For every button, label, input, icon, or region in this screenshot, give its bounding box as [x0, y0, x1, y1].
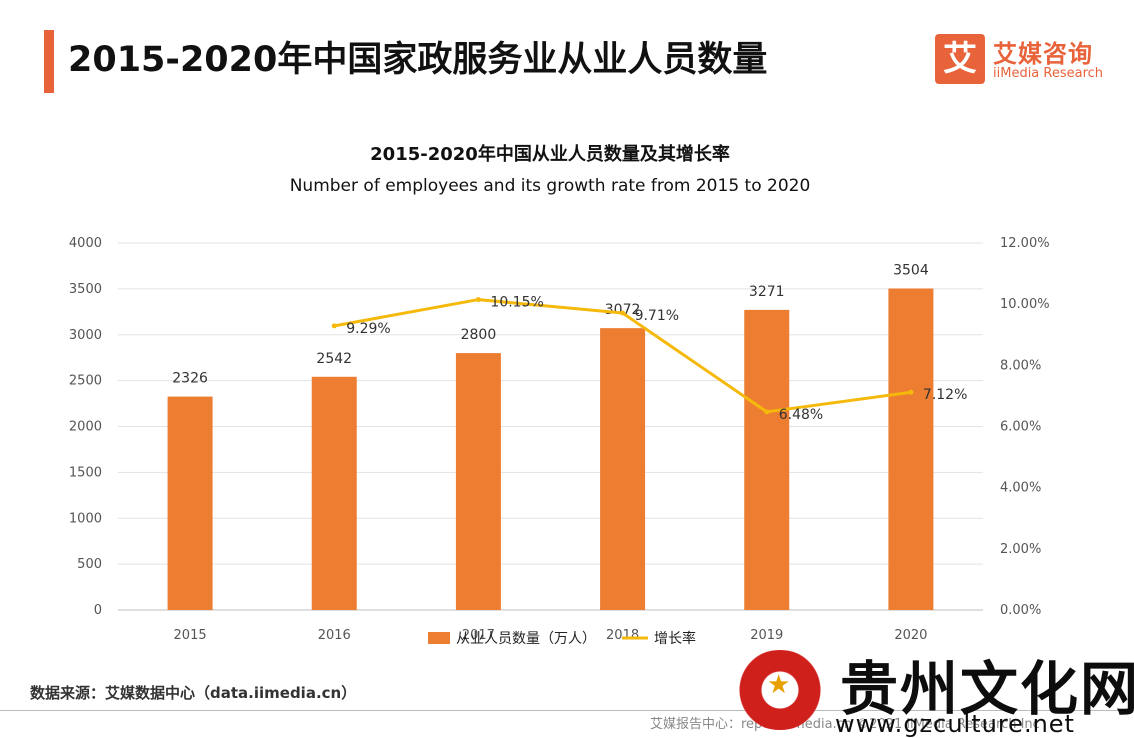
- y2-tick-label: 6.00%: [1000, 420, 1041, 435]
- bar: [455, 353, 501, 610]
- y-tick-label: 2000: [69, 420, 102, 435]
- x-tick-label: 2017: [462, 628, 495, 643]
- y-tick-label: 500: [77, 557, 102, 572]
- watermark-emblem-icon: [735, 650, 825, 730]
- bar-value-label: 2542: [316, 351, 352, 367]
- y-tick-label: 3500: [69, 282, 102, 297]
- chart-title: 2015-2020年中国从业人员数量及其增长率: [370, 144, 730, 165]
- growth-rate-point: [908, 389, 914, 395]
- title-accent-bar: [44, 30, 54, 93]
- chart-subtitle: Number of employees and its growth rate …: [289, 176, 811, 196]
- x-tick-label: 2020: [894, 628, 927, 643]
- brand-logo-icon: 艾: [935, 34, 985, 84]
- watermark-name: 贵州文化网: [840, 655, 1134, 723]
- y-tick-label: 2500: [69, 374, 102, 389]
- growth-rate-point: [620, 310, 626, 316]
- bar-value-label: 3271: [749, 284, 785, 300]
- y2-tick-label: 0.00%: [1000, 603, 1041, 618]
- y2-tick-label: 8.00%: [1000, 358, 1041, 373]
- x-tick-label: 2015: [174, 628, 207, 643]
- growth-rate-point: [764, 409, 770, 415]
- growth-rate-point: [331, 323, 337, 329]
- y2-tick-label: 2.00%: [1000, 542, 1041, 557]
- watermark: ★ 贵州文化网 www.gzculture.net: [735, 640, 1134, 738]
- brand-name-cn: 艾媒咨询: [993, 40, 1093, 68]
- y2-tick-label: 12.00%: [1000, 236, 1050, 251]
- x-tick-label: 2018: [606, 628, 639, 643]
- footer-text: 艾媒报告中心：report.iimedia.cn ©2021 iiMedia R…: [650, 717, 1040, 732]
- bar: [744, 309, 790, 610]
- growth-rate-label: 9.29%: [346, 321, 390, 337]
- bar: [311, 376, 357, 610]
- employees-growth-chart: 0 500 1000 1500 2000 2500 3000 3500 4000 0.00% 2.0…: [69, 236, 1050, 647]
- growth-rate-label: 10.15%: [490, 295, 543, 311]
- growth-rate-point: [475, 297, 481, 303]
- growth-rate-label: 6.48%: [779, 407, 823, 423]
- legend-bar-swatch: [428, 632, 450, 644]
- brand-name-en: iiMedia Research: [993, 66, 1104, 81]
- x-tick-label: 2016: [318, 628, 351, 643]
- growth-rate-label: 7.12%: [923, 387, 967, 403]
- legend-bar-label: 从业人员数量（万人）: [456, 631, 596, 647]
- growth-rate-label: 9.71%: [635, 308, 679, 324]
- watermark-url: www.gzculture.net: [835, 710, 1075, 738]
- bar: [167, 396, 213, 610]
- legend-line-label: 增长率: [654, 630, 696, 647]
- y2-tick-label: 10.00%: [1000, 297, 1050, 312]
- y-tick-label: 4000: [69, 236, 102, 251]
- page-title: 2015-2020年中国家政服务业从业人员数量: [68, 40, 768, 80]
- y-tick-label: 1500: [69, 465, 102, 480]
- footer-divider: [0, 710, 1134, 711]
- bar-value-label: 2800: [461, 327, 497, 343]
- y-tick-label: 0: [94, 603, 102, 618]
- brand-logo-block: 艾 艾媒咨询 iiMedia Research: [935, 34, 1125, 86]
- y-tick-label: 1000: [69, 511, 102, 526]
- y2-tick-label: 4.00%: [1000, 481, 1041, 496]
- data-source: 数据来源：艾媒数据中心（data.iimedia.cn）: [30, 684, 357, 702]
- x-tick-label: 2019: [750, 628, 783, 643]
- y-tick-label: 3000: [69, 328, 102, 343]
- bar: [600, 328, 646, 610]
- watermark-star-icon: ★: [767, 670, 791, 700]
- bar-value-label: 3504: [893, 263, 929, 279]
- bar-value-label: 3072: [605, 302, 641, 318]
- bar: [888, 288, 934, 610]
- bar-value-label: 2326: [172, 371, 208, 387]
